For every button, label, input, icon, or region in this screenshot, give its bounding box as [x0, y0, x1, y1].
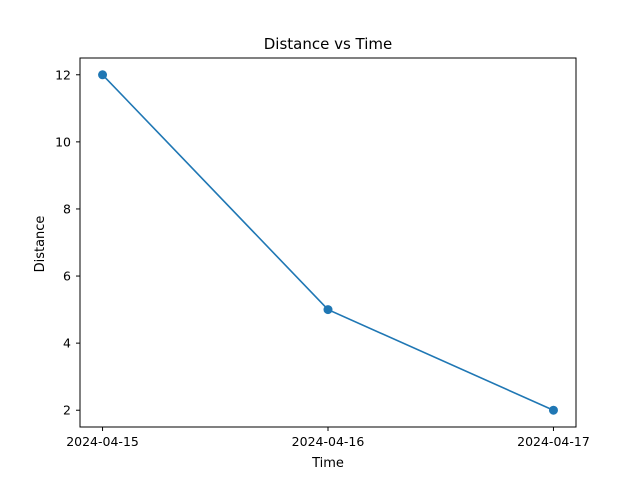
- plot-frame: [79, 57, 577, 428]
- y-tick-label: 8: [63, 201, 71, 216]
- x-tick-label: 2024-04-16: [292, 434, 365, 449]
- x-tick-label: 2024-04-17: [517, 434, 590, 449]
- y-tick-label: 6: [63, 269, 71, 284]
- y-tick-label: 4: [63, 336, 71, 351]
- plot-area: 2 4 6 8 10 12 2024-04-15 2024-04-16 2024-04-17: [55, 67, 590, 449]
- y-axis-label: Distance: [33, 216, 48, 273]
- y-tick-label: 12: [55, 67, 71, 82]
- data-point: [548, 405, 558, 415]
- x-tick-label: 2024-04-15: [66, 434, 139, 449]
- data-point: [323, 305, 333, 315]
- chart-title: Distance vs Time: [264, 35, 393, 53]
- y-tick-label: 10: [55, 134, 71, 149]
- y-tick-label: 2: [63, 403, 71, 418]
- data-point: [98, 70, 108, 80]
- x-axis-label: Time: [311, 456, 344, 471]
